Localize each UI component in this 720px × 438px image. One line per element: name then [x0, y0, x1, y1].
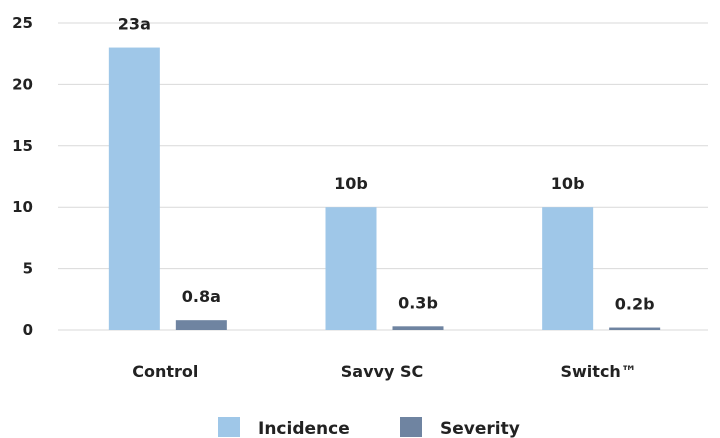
y-axis: 0 5 10 15 20 25 [12, 14, 33, 339]
category-label: Control [132, 362, 198, 381]
data-label-severity-1: 0.8a [182, 287, 221, 306]
legend-label-severity: Severity [440, 419, 520, 438]
bar-incidence-2 [325, 207, 377, 330]
legend-swatch-severity [400, 417, 422, 437]
data-label-incidence-2: 10b [334, 174, 368, 193]
legend-label-incidence: Incidence [258, 419, 350, 438]
category-label: Savvy SC [341, 362, 423, 381]
legend: Incidence Severity [218, 417, 520, 438]
data-label-incidence-3: 10b [551, 174, 585, 193]
bar-severity-2 [392, 326, 444, 330]
bar-incidence-1 [108, 47, 160, 331]
gridlines [58, 22, 708, 331]
y-tick-label: 10 [12, 198, 33, 216]
data-label-severity-2: 0.3b [398, 293, 438, 312]
bars [108, 47, 661, 331]
bar-severity-3 [609, 327, 661, 330]
y-tick-label: 25 [12, 14, 33, 32]
data-label-incidence-1: 23a [118, 15, 151, 34]
data-label-severity-3: 0.2b [615, 295, 655, 314]
bar-severity-1 [175, 320, 227, 330]
y-tick-label: 5 [23, 260, 33, 278]
y-tick-label: 20 [12, 75, 33, 93]
category-label: Switch™ [561, 362, 637, 381]
bar-incidence-3 [542, 207, 594, 330]
y-tick-label: 0 [23, 321, 33, 339]
data-labels: 23a 0.8a 10b 0.3b 10b 0.2b [118, 15, 655, 314]
legend-swatch-incidence [218, 417, 240, 437]
x-axis: Control Savvy SC Switch™ [132, 362, 637, 381]
y-tick-label: 15 [12, 137, 33, 155]
